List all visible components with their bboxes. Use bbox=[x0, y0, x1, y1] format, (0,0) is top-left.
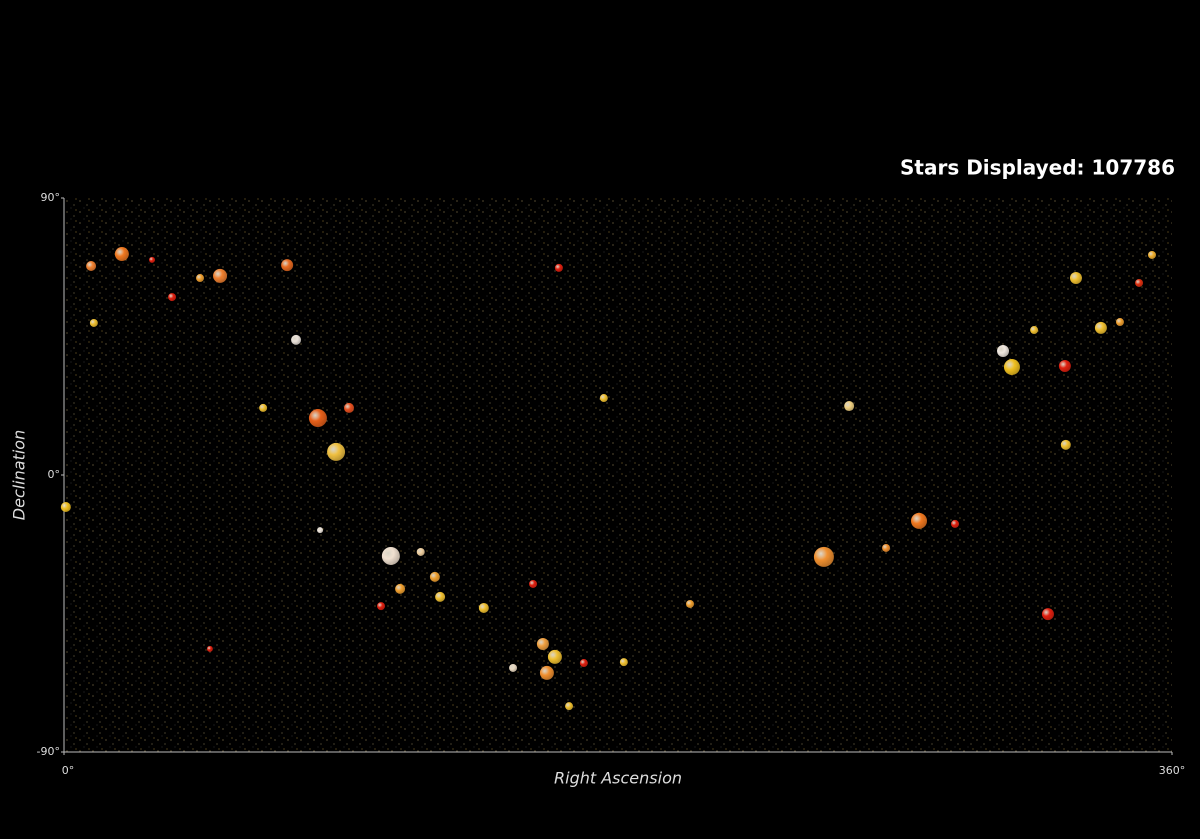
star bbox=[539, 665, 554, 680]
star bbox=[86, 261, 97, 272]
star bbox=[599, 394, 608, 403]
star bbox=[997, 344, 1010, 357]
star bbox=[1003, 358, 1020, 375]
star bbox=[1147, 250, 1156, 259]
star bbox=[308, 409, 327, 428]
star bbox=[1135, 278, 1144, 287]
star bbox=[435, 591, 446, 602]
star bbox=[291, 334, 302, 345]
x-tick-label: 360° bbox=[1159, 764, 1186, 777]
star bbox=[882, 543, 891, 552]
star bbox=[554, 263, 563, 272]
star bbox=[813, 546, 834, 567]
y-tick-label: -90° bbox=[37, 745, 60, 758]
star-field-texture bbox=[64, 198, 1172, 752]
star bbox=[395, 583, 406, 594]
star bbox=[1058, 360, 1071, 373]
star bbox=[206, 645, 213, 652]
star bbox=[281, 259, 294, 272]
star bbox=[377, 602, 386, 611]
star bbox=[478, 602, 489, 613]
x-tick-label: 0° bbox=[62, 764, 75, 777]
star bbox=[1041, 608, 1054, 621]
star bbox=[416, 547, 425, 556]
star bbox=[344, 402, 355, 413]
y-tick-label: 90° bbox=[41, 191, 61, 204]
star bbox=[149, 256, 156, 263]
star bbox=[196, 274, 205, 283]
star bbox=[213, 268, 228, 283]
star bbox=[509, 663, 518, 672]
star bbox=[844, 401, 855, 412]
star bbox=[327, 442, 346, 461]
star bbox=[547, 649, 562, 664]
star bbox=[89, 318, 98, 327]
star bbox=[429, 571, 440, 582]
star bbox=[911, 512, 928, 529]
star bbox=[686, 599, 695, 608]
star bbox=[168, 293, 177, 302]
star bbox=[565, 702, 574, 711]
y-axis-title: Declination bbox=[10, 430, 29, 520]
x-axis-title: Right Ascension bbox=[554, 769, 682, 788]
star bbox=[536, 637, 549, 650]
star bbox=[114, 247, 129, 262]
star bbox=[579, 659, 588, 668]
stars-counter: Stars Displayed: 107786 bbox=[900, 156, 1175, 180]
star bbox=[951, 519, 960, 528]
star bbox=[619, 658, 628, 667]
star bbox=[1069, 272, 1082, 285]
y-tick-label: 0° bbox=[48, 468, 61, 481]
star bbox=[1094, 321, 1107, 334]
star bbox=[529, 579, 538, 588]
star bbox=[259, 403, 268, 412]
star bbox=[1030, 326, 1039, 335]
star bbox=[317, 527, 324, 534]
star bbox=[1060, 439, 1071, 450]
star bbox=[1115, 318, 1124, 327]
star bbox=[381, 546, 400, 565]
star bbox=[60, 502, 71, 513]
